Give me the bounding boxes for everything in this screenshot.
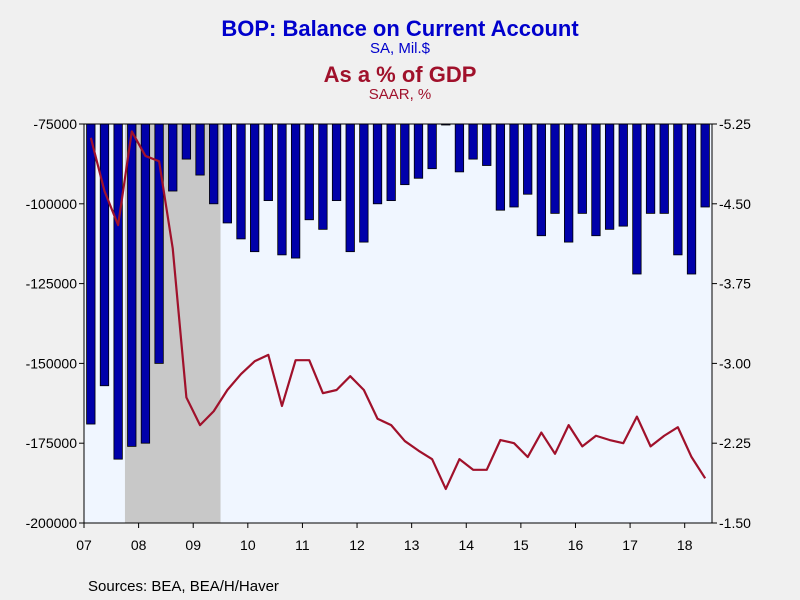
chart-secondary-title-units: SAAR, % — [368, 86, 432, 103]
bar-2010Q1 — [250, 123, 260, 253]
left-tick-label: -100000 — [26, 196, 78, 212]
left-tick-label: -75000 — [33, 116, 77, 132]
bar-2018Q1 — [686, 123, 697, 275]
bar-2017Q3 — [659, 123, 669, 214]
bar-2010Q4 — [290, 123, 301, 259]
right-tick-label: -3.75 — [719, 276, 751, 292]
bar-2014Q2 — [482, 123, 492, 166]
x-tick-label: 18 — [677, 537, 693, 553]
bar-2011Q1 — [304, 123, 314, 221]
right-tick-label: -3.00 — [719, 355, 751, 371]
bar-2015Q1 — [523, 123, 533, 195]
bar-2008Q3 — [168, 123, 178, 192]
source-note: Sources: BEA, BEA/H/Haver — [88, 578, 279, 595]
bar-2008Q1 — [140, 123, 151, 444]
bar-2015Q4 — [564, 123, 574, 243]
bar-2015Q3 — [550, 123, 560, 214]
bar-2013Q2 — [427, 123, 437, 170]
bar-2016Q2 — [591, 123, 601, 237]
chart-title-units: SA, Mil.$ — [369, 40, 430, 57]
right-tick-label: -4.50 — [719, 196, 751, 212]
bar-2013Q4 — [454, 123, 465, 173]
bar-2009Q3 — [222, 123, 232, 224]
bar-2007Q3 — [113, 123, 123, 460]
bar-2016Q4 — [618, 123, 628, 227]
x-tick-label: 15 — [513, 537, 529, 553]
right-tick-label: -2.25 — [719, 435, 751, 451]
bar-2012Q4 — [400, 123, 410, 186]
bar-2018Q2 — [700, 123, 710, 208]
bar-2009Q2 — [209, 123, 219, 205]
x-tick-label: 13 — [404, 537, 420, 553]
bar-2016Q3 — [604, 123, 615, 230]
bar-2008Q4 — [181, 123, 192, 160]
bar-2017Q2 — [645, 123, 656, 214]
bar-2012Q1 — [359, 123, 369, 243]
bar-2011Q3 — [331, 123, 342, 202]
x-tick-label: 14 — [458, 537, 474, 553]
chart-title: BOP: Balance on Current Account — [221, 16, 579, 41]
bar-2007Q1 — [86, 123, 96, 425]
bar-2010Q2 — [263, 123, 273, 202]
x-tick-label: 12 — [349, 537, 365, 553]
bar-2016Q1 — [577, 123, 587, 214]
bar-2007Q2 — [99, 123, 110, 387]
x-tick-label: 16 — [568, 537, 584, 553]
chart-secondary-title: As a % of GDP — [323, 62, 477, 87]
right-tick-label: -5.25 — [719, 116, 751, 132]
bar-2017Q4 — [673, 123, 683, 256]
plot-frame — [83, 123, 713, 524]
left-tick-label: -150000 — [26, 355, 78, 371]
bar-2017Q1 — [632, 123, 642, 275]
x-tick-label: 08 — [131, 537, 147, 553]
bar-2012Q3 — [386, 123, 396, 202]
bar-2011Q4 — [345, 123, 355, 253]
bar-2013Q1 — [413, 123, 424, 179]
x-tick-label: 11 — [295, 537, 310, 553]
bar-2014Q1 — [468, 123, 478, 160]
line-pct-of-gdp — [89, 130, 707, 491]
bar-2010Q3 — [277, 123, 287, 256]
bar-2014Q3 — [495, 123, 506, 211]
x-tick-label: 10 — [240, 537, 256, 553]
bar-2015Q2 — [536, 123, 546, 237]
bar-2014Q4 — [509, 123, 519, 208]
right-tick-label: -1.50 — [719, 515, 751, 531]
x-tick-label: 07 — [76, 537, 92, 553]
left-tick-label: -200000 — [26, 515, 78, 531]
bar-2011Q2 — [318, 123, 328, 230]
x-tick-label: 17 — [622, 537, 638, 553]
x-tick-label: 09 — [185, 537, 201, 553]
left-tick-label: -125000 — [26, 276, 78, 292]
bar-2009Q1 — [195, 123, 205, 176]
left-tick-label: -175000 — [26, 435, 78, 451]
bar-2009Q4 — [236, 123, 246, 240]
bar-2012Q2 — [372, 123, 383, 205]
bar-2007Q4 — [127, 123, 137, 447]
